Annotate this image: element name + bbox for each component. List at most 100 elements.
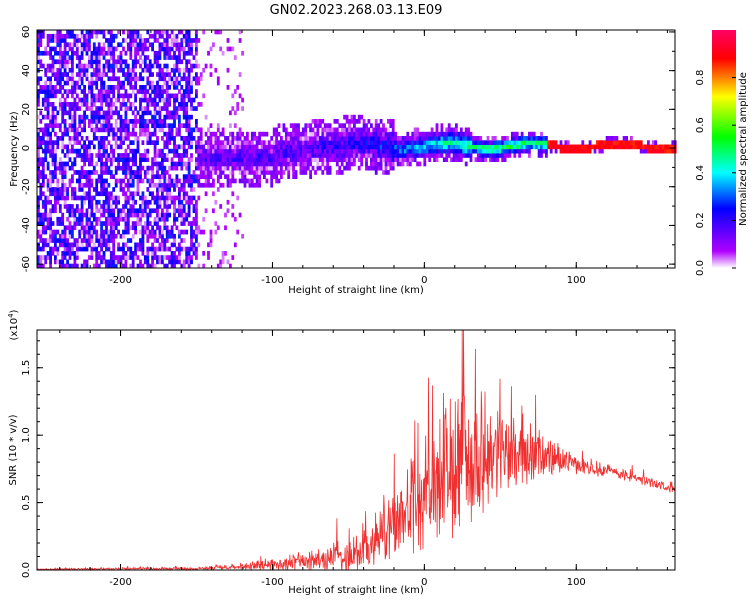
spectrogram-cell: [46, 199, 50, 205]
spectrogram-cell: [165, 55, 169, 60]
spectrogram-cell: [299, 148, 303, 154]
spectrogram-cell: [185, 195, 189, 201]
spectrogram-cell: [136, 136, 140, 141]
spectrogram-cell: [156, 161, 159, 167]
spectrogram-cell: [117, 216, 120, 222]
spectrogram-cell: [175, 148, 179, 154]
spectrogram-cell: [445, 157, 449, 162]
chart-title: GN02.2023.268.03.13.E09: [270, 3, 443, 18]
spectrogram-cell: [379, 165, 383, 171]
spectrogram-cell: [46, 42, 50, 48]
spectrogram-cell: [532, 144, 536, 150]
spectrogram-cell: [214, 170, 218, 175]
spectrogram-cell: [100, 89, 103, 94]
spectrogram-cell: [314, 136, 317, 141]
spectrogram-cell: [126, 119, 130, 124]
spectrogram-cell: [243, 178, 247, 184]
spectrogram-cell: [537, 153, 541, 158]
spectrogram-cell: [92, 229, 96, 235]
spectrogram-cell: [613, 144, 616, 150]
spectrogram-cell: [195, 106, 198, 111]
spectrogram-cell: [374, 136, 378, 141]
spectrogram-cell: [204, 114, 208, 120]
spectrogram-cell: [588, 148, 592, 154]
spectrogram-cell: [304, 127, 308, 133]
spectrogram-cell: [421, 148, 424, 154]
spectrogram-cell: [124, 119, 128, 124]
spectrogram-cell: [95, 50, 99, 56]
spectrogram-cell: [112, 127, 116, 133]
spectrogram-cell: [199, 131, 203, 137]
spectrogram-cell: [141, 123, 145, 128]
spectrogram-cell: [117, 136, 120, 141]
spectrogram-cell: [287, 131, 291, 137]
spectrogram-cell: [56, 199, 60, 205]
spectrogram-cell: [66, 127, 69, 133]
spectrogram-cell: [163, 114, 167, 120]
spectrogram-cell: [311, 144, 315, 150]
spectrogram-cell: [255, 174, 259, 179]
spectrogram-cell: [56, 76, 60, 82]
spectrogram-cell: [199, 140, 203, 145]
spectrogram-cell: [97, 46, 101, 52]
spectrogram-cell: [151, 102, 154, 107]
spectrogram-cell: [141, 157, 145, 162]
spectrogram-cell: [168, 114, 171, 120]
spectrogram-cell: [107, 238, 111, 243]
spectrogram-cell: [367, 153, 371, 158]
spectrogram-cell: [83, 225, 86, 231]
spectrogram-cell: [515, 144, 519, 150]
spectrogram-cell: [350, 157, 354, 162]
spectrogram-cell: [221, 144, 225, 150]
spectrogram-cell: [158, 119, 162, 124]
spectrogram-cell: [92, 110, 96, 116]
spectrogram-cell: [178, 80, 181, 86]
spectrogram-cell: [146, 119, 150, 124]
spectrogram-cell: [416, 127, 419, 133]
spectrogram-cell: [156, 136, 159, 141]
spectrogram-cell: [498, 140, 502, 145]
spectrogram-cell: [109, 63, 113, 69]
spectrogram-cell: [175, 55, 179, 60]
spectrogram-cell: [168, 195, 171, 201]
spectrogram-cell: [39, 212, 43, 218]
spectrogram-cell: [129, 263, 133, 269]
spectrogram-cell: [425, 136, 429, 141]
spectrogram-cell: [122, 46, 125, 52]
spectrogram-cell: [114, 85, 118, 90]
spectrogram-cell: [126, 216, 130, 222]
spectrogram-cell: [292, 170, 295, 175]
spectrogram-cell: [71, 212, 74, 218]
spectrogram-cell: [88, 242, 91, 248]
spectrogram-cell: [345, 119, 349, 124]
spectrogram-cell: [37, 144, 40, 150]
spectrogram-cell: [90, 212, 94, 218]
spectrogram-cell: [535, 136, 538, 141]
spectrogram-cell: [49, 114, 52, 120]
spectrogram-cell: [39, 136, 43, 141]
spectrogram-cell: [88, 238, 91, 243]
spectrogram-cell: [109, 76, 113, 82]
spectrogram-cell: [311, 136, 315, 141]
spectrogram-cell: [97, 114, 101, 120]
spectrogram-cell: [54, 233, 57, 239]
spectrogram-cell: [153, 195, 157, 201]
spectrogram-cell: [207, 148, 210, 154]
spectrogram-cell: [214, 229, 218, 235]
spectrogram-cell: [241, 50, 244, 56]
spectrogram-cell: [462, 131, 466, 137]
spectrogram-cell: [122, 97, 125, 103]
spectrogram-cell: [165, 80, 169, 86]
spectrogram-cell: [107, 76, 111, 82]
spectrogram-cell: [195, 119, 198, 124]
spectrogram-cell: [229, 170, 232, 175]
spectrogram-cell: [170, 165, 174, 171]
spectrogram-cell: [195, 238, 198, 243]
spectrogram-cell: [71, 80, 74, 86]
spectrogram-cell: [620, 144, 624, 150]
spectrogram-cell: [139, 204, 142, 209]
spectrogram-cell: [148, 191, 152, 197]
spectrogram-cell: [63, 161, 67, 167]
spectrogram-cell: [90, 153, 94, 158]
spectrogram-cell: [379, 127, 383, 133]
